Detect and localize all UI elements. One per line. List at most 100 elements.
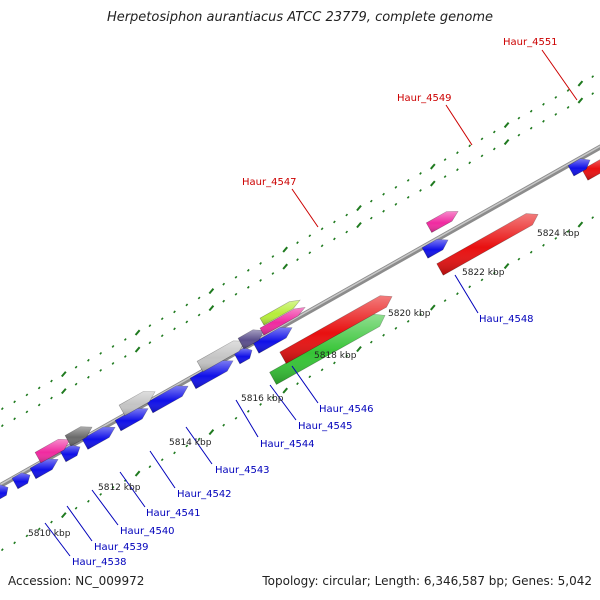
tick-mark xyxy=(222,282,226,286)
gene-label-haur-4546[interactable]: Haur_4546 xyxy=(319,404,374,415)
gene-label-haur-4547[interactable]: Haur_4547 xyxy=(242,177,297,188)
gene-haur-4545-shading xyxy=(238,329,264,349)
tick-label-5812: 5812 kbp xyxy=(98,483,141,493)
tick-mark xyxy=(37,403,41,407)
gene-label-haur-4543[interactable]: Haur_4543 xyxy=(215,465,270,476)
gene-label-haur-4542[interactable]: Haur_4542 xyxy=(177,489,232,500)
tick-mark xyxy=(234,275,238,279)
tick-mark xyxy=(356,205,362,212)
tick-mark xyxy=(382,192,385,196)
tick-mark xyxy=(443,175,447,179)
tick-mark xyxy=(148,465,152,469)
gene-label-haur-4540[interactable]: Haur_4540 xyxy=(120,526,175,537)
tick-mark xyxy=(577,97,584,104)
tick-mark xyxy=(443,158,447,162)
tick-mark xyxy=(554,112,558,116)
gene-label-haur-4549[interactable]: Haur_4549 xyxy=(397,93,452,104)
tick-mark xyxy=(13,400,16,404)
gene-label-haur-4541[interactable]: Haur_4541 xyxy=(146,508,201,519)
tick-mark xyxy=(356,222,362,229)
gene-haur-4547-shading xyxy=(269,314,385,385)
tick-mark xyxy=(554,236,558,240)
tick-mark xyxy=(99,368,103,372)
tick-mark xyxy=(37,527,41,531)
tick-mark xyxy=(542,243,545,247)
tick-mark xyxy=(222,299,226,303)
tick-mark xyxy=(50,396,53,400)
tick-mark xyxy=(74,506,78,510)
tick-mark xyxy=(406,195,410,199)
gene-haur-4548-shading xyxy=(426,211,458,233)
accession-text: Accession: NC_009972 xyxy=(8,574,145,588)
tick-mark xyxy=(0,548,4,552)
tick-mark xyxy=(99,351,103,355)
callout-haur-4547 xyxy=(291,188,319,228)
tick-mark xyxy=(148,341,152,345)
tick-mark xyxy=(134,329,141,336)
callout-haur-4545 xyxy=(269,384,297,421)
tick-mark xyxy=(308,375,312,379)
tick-mark xyxy=(345,230,349,234)
tick-mark xyxy=(443,299,447,303)
tick-mark xyxy=(271,396,275,399)
tick-mark xyxy=(185,303,189,307)
tick-mark xyxy=(492,130,496,134)
tick-mark xyxy=(25,393,29,397)
gene-reverse-7-shading xyxy=(190,360,233,389)
gene-reverse-8-shading xyxy=(234,348,252,364)
tick-mark xyxy=(208,288,215,295)
tick-mark xyxy=(111,345,115,348)
tick-mark xyxy=(13,541,16,545)
gene-label-haur-4538[interactable]: Haur_4538 xyxy=(72,557,127,568)
callout-haur-4541 xyxy=(119,471,146,508)
tick-mark xyxy=(356,346,362,353)
tick-mark xyxy=(246,409,250,413)
tick-mark xyxy=(282,263,289,270)
gene-label-haur-4545[interactable]: Haur_4545 xyxy=(298,421,353,432)
tick-mark xyxy=(134,470,141,477)
gene-label-haur-4551[interactable]: Haur_4551 xyxy=(503,37,558,48)
callout-haur-4543 xyxy=(185,426,213,465)
tick-mark xyxy=(0,424,4,428)
tick-mark xyxy=(185,320,189,324)
genome-title: Herpetosiphon aurantiacus ATCC 23779, co… xyxy=(106,10,494,25)
tick-mark xyxy=(234,416,238,420)
tick-mark xyxy=(468,285,472,289)
tick-mark xyxy=(566,89,570,92)
tick-mark xyxy=(419,189,422,192)
tick-mark xyxy=(369,216,373,220)
tick-mark xyxy=(456,151,459,155)
gene-features xyxy=(0,158,600,500)
tick-mark xyxy=(197,313,201,317)
tick-mark xyxy=(87,499,90,503)
tick-mark xyxy=(492,147,496,151)
gene-label-haur-4544[interactable]: Haur_4544 xyxy=(260,439,315,450)
gene-label-haur-4539[interactable]: Haur_4539 xyxy=(94,542,149,553)
tick-mark xyxy=(566,230,570,233)
tick-mark xyxy=(259,402,262,406)
callout-haur-4549 xyxy=(445,104,473,146)
tick-label-5822: 5822 kbp xyxy=(462,268,505,278)
tick-mark xyxy=(333,220,336,224)
gene-haur-4547-partner-shading xyxy=(279,295,392,364)
tick-mark xyxy=(529,250,533,254)
tick-mark xyxy=(87,358,90,362)
tick-mark xyxy=(517,133,521,137)
tick-mark xyxy=(429,304,436,311)
tick-mark xyxy=(429,180,436,187)
callout-haur-4548 xyxy=(454,274,479,314)
tick-mark xyxy=(406,178,410,182)
gene-haur-4544-shading xyxy=(197,340,245,372)
tick-mark xyxy=(123,355,127,358)
tick-mark xyxy=(492,271,496,275)
callout-haur-4551 xyxy=(541,49,578,101)
tick-mark xyxy=(87,375,90,379)
tick-mark xyxy=(246,285,250,289)
tick-mark xyxy=(208,429,215,436)
gene-haur-4546-top-shading xyxy=(260,300,300,326)
gene-label-haur-4548[interactable]: Haur_4548 xyxy=(479,314,534,325)
tick-label-5814: 5814 kbp xyxy=(169,438,212,448)
tick-mark xyxy=(503,121,510,129)
gene-reverse-2-shading xyxy=(30,459,58,479)
tick-mark xyxy=(394,202,398,206)
